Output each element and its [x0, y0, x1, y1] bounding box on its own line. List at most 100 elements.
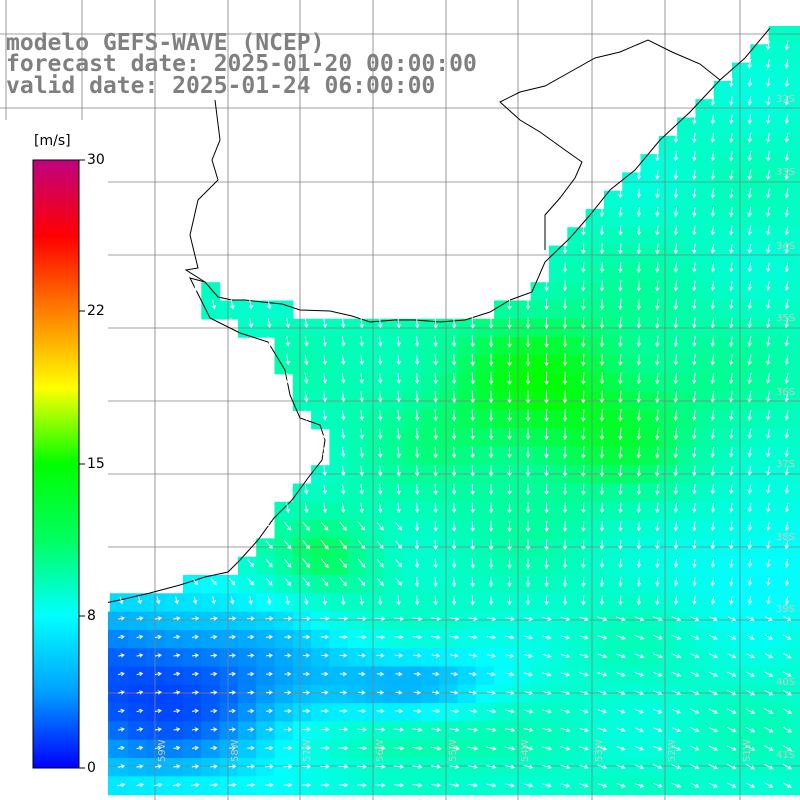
wind-arrow [710, 484, 715, 495]
wind-cell [420, 684, 440, 704]
wind-cell [311, 575, 330, 594]
wind-cell [549, 520, 568, 539]
wind-cell [549, 703, 568, 722]
wind-arrow [470, 595, 475, 606]
wind-arrow [655, 502, 660, 514]
wind-cell [329, 776, 349, 796]
wind-arrow [581, 446, 586, 459]
wind-arrow [173, 764, 181, 769]
wind-cell [603, 556, 623, 576]
wind-arrow [414, 558, 420, 569]
wind-cell [494, 703, 513, 722]
wind-cell [183, 575, 202, 594]
wind-arrow [117, 782, 126, 787]
wind-cell [750, 410, 770, 430]
wind-cell [329, 684, 349, 704]
wind-arrow [616, 690, 626, 696]
wind-arrow [173, 745, 181, 751]
wind-cell [475, 758, 495, 777]
wind-arrow [229, 577, 236, 586]
wind-cell [292, 593, 312, 613]
wind-cell [128, 629, 147, 649]
wind-cell [640, 337, 660, 356]
wind-arrow [764, 653, 774, 659]
wind-cell [274, 666, 294, 686]
wind-arrow [191, 616, 200, 621]
wind-arrow [341, 595, 346, 606]
wind-arrow [210, 671, 218, 677]
wind-cell [384, 501, 404, 521]
longitude-label: 51W [742, 739, 753, 762]
wind-cell [347, 373, 367, 393]
wind-arrow [341, 502, 346, 514]
wind-arrow [578, 764, 589, 770]
wind-arrow [655, 317, 660, 329]
wind-cell [311, 593, 330, 613]
wind-cell [420, 337, 440, 356]
wind-arrow [304, 354, 309, 366]
wind-cell [567, 666, 587, 686]
wind-cell [695, 739, 715, 759]
wind-cell [457, 483, 477, 503]
wind-arrow [322, 447, 327, 458]
wind-cell [750, 44, 770, 64]
wind-arrow [618, 539, 623, 550]
wind-arrow [339, 539, 348, 550]
wind-arrow [505, 635, 515, 640]
wind-arrow [470, 521, 475, 532]
wind-arrow [784, 373, 789, 384]
wind-cell [622, 465, 642, 485]
wind-cell [732, 300, 751, 320]
wind-cell [512, 373, 532, 393]
wind-cell [347, 520, 367, 539]
wind-cell [603, 300, 623, 320]
wind-cell [585, 611, 605, 631]
wind-cell [146, 703, 166, 722]
wind-cell [366, 629, 385, 649]
wind-cell [384, 373, 404, 393]
wind-cell [695, 483, 715, 503]
wind-cell [750, 428, 770, 448]
wind-arrow [747, 540, 752, 550]
wind-cell [402, 446, 422, 466]
wind-arrow [618, 317, 623, 329]
wind-cell [329, 666, 349, 686]
wind-arrow [578, 635, 589, 640]
wind-cell [457, 611, 477, 631]
wind-cell [786, 337, 800, 356]
wind-cell [695, 227, 715, 247]
wind-arrow [766, 77, 771, 88]
wind-arrow [636, 188, 642, 199]
wind-cell [695, 446, 715, 466]
wind-arrow [636, 243, 642, 255]
wind-cell [494, 611, 513, 631]
wind-cell [622, 300, 642, 320]
wind-arrow [766, 114, 771, 125]
wind-cell [786, 300, 800, 320]
wind-arrow [581, 317, 586, 329]
wind-arrow [710, 372, 715, 385]
wind-arrow [542, 672, 552, 677]
wind-cell [732, 410, 751, 430]
wind-cell [640, 410, 660, 430]
wind-cell [530, 684, 550, 704]
wind-cell [311, 739, 330, 759]
wind-cell [658, 282, 678, 302]
wind-arrow [488, 390, 494, 404]
wind-cell [677, 465, 696, 485]
wind-arrow [745, 689, 755, 696]
colorbar-tick-label: 0 [87, 760, 96, 776]
wind-arrow [691, 446, 697, 459]
wind-cell [768, 721, 788, 741]
wind-arrow [414, 354, 420, 366]
wind-arrow [431, 653, 441, 658]
wind-arrow [191, 653, 199, 658]
wind-cell [201, 721, 221, 741]
wind-arrow [766, 559, 771, 568]
wind-cell [713, 611, 733, 631]
wind-arrow [487, 672, 496, 677]
wind-cell [457, 575, 477, 594]
wind-cell [256, 684, 276, 704]
wind-cell [292, 684, 312, 704]
wind-arrow [322, 595, 327, 606]
